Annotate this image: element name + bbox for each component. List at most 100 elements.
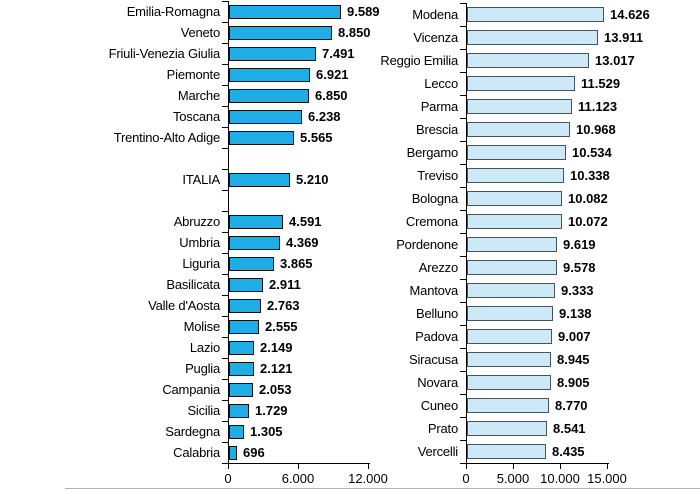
- category-label: Umbria: [179, 235, 220, 250]
- category-axis-tick: [460, 233, 466, 234]
- bar: [229, 257, 274, 271]
- value-label: 8.770: [555, 398, 588, 413]
- value-axis-tick: [513, 463, 514, 469]
- category-label: Bergamo: [406, 145, 459, 160]
- value-label: 8.541: [553, 421, 586, 436]
- category-axis-tick: [222, 211, 228, 212]
- category-label: Trentino-Alto Adige: [113, 130, 220, 145]
- value-label: 10.082: [568, 191, 608, 206]
- category-label: Puglia: [185, 361, 220, 376]
- category-label: Pordenone: [396, 237, 458, 252]
- bar: [467, 122, 570, 137]
- category-axis-tick: [460, 417, 466, 418]
- bar: [229, 173, 290, 187]
- bar: [229, 215, 283, 229]
- value-axis-tick: [298, 463, 299, 469]
- value-label: 7.491: [322, 46, 355, 61]
- value-label: 8.850: [338, 25, 371, 40]
- bar: [467, 306, 553, 321]
- category-label: Friuli-Venezia Giulia: [108, 46, 221, 61]
- bar: [467, 260, 557, 275]
- value-axis-tick-label: 12.000: [348, 471, 388, 486]
- category-label: Arezzo: [418, 260, 458, 275]
- value-label: 5.565: [300, 130, 333, 145]
- value-axis-tick-label: 10.000: [540, 471, 580, 486]
- value-axis-tick-label: 0: [224, 471, 232, 486]
- bar: [229, 47, 316, 61]
- category-axis-tick: [460, 26, 466, 27]
- bar: [229, 89, 309, 103]
- category-axis-tick: [222, 106, 228, 107]
- category-axis-tick: [222, 148, 228, 149]
- category-label: Liguria: [182, 256, 220, 271]
- category-label: Basilicata: [166, 277, 220, 292]
- category-axis-tick: [222, 64, 228, 65]
- category-axis-tick: [222, 442, 228, 443]
- value-label: 2.121: [260, 361, 293, 376]
- value-label: 14.626: [610, 7, 650, 22]
- category-axis-tick: [460, 187, 466, 188]
- value-label: 3.865: [280, 256, 313, 271]
- category-axis-tick: [222, 190, 228, 191]
- category-label: Valle d'Aosta: [148, 298, 220, 313]
- bar: [467, 398, 549, 413]
- category-axis-tick: [460, 371, 466, 372]
- category-axis-tick: [460, 440, 466, 441]
- page-divider: [65, 488, 700, 489]
- bar: [229, 68, 310, 82]
- value-label: 9.333: [561, 283, 594, 298]
- value-axis-tick: [368, 463, 369, 469]
- value-label: 10.338: [570, 168, 610, 183]
- category-axis-tick: [222, 295, 228, 296]
- value-label: 11.123: [578, 99, 618, 114]
- value-label: 11.529: [581, 76, 621, 91]
- category-label: Treviso: [417, 168, 458, 183]
- bar: [467, 53, 589, 68]
- category-axis: [466, 3, 467, 464]
- category-label: Toscana: [172, 109, 220, 124]
- bar: [467, 214, 562, 229]
- category-label: Abruzzo: [173, 214, 220, 229]
- category-axis-tick: [460, 3, 466, 4]
- value-label: 2.763: [267, 298, 300, 313]
- category-axis-tick: [460, 210, 466, 211]
- category-label: Lecco: [424, 76, 458, 91]
- category-axis-tick: [222, 358, 228, 359]
- bar: [467, 99, 572, 114]
- category-axis-tick: [460, 348, 466, 349]
- value-axis: [466, 463, 609, 464]
- value-axis-tick-label: 6.000: [281, 471, 315, 486]
- value-label: 6.921: [316, 67, 349, 82]
- value-label: 13.017: [595, 53, 635, 68]
- value-label: 8.905: [557, 375, 590, 390]
- category-axis-tick: [460, 49, 466, 50]
- category-label: Vercelli: [417, 444, 459, 459]
- category-axis-tick: [222, 127, 228, 128]
- bar: [229, 278, 263, 292]
- value-label: 1.729: [255, 403, 288, 418]
- bar: [467, 191, 562, 206]
- value-label: 2.911: [269, 277, 301, 292]
- value-axis-tick-label: 15.000: [587, 471, 627, 486]
- category-label: Sicilia: [187, 403, 220, 418]
- bar: [229, 236, 280, 250]
- bar: [229, 5, 341, 19]
- category-label: Padova: [415, 329, 458, 344]
- category-label: Prato: [427, 421, 458, 436]
- category-axis-tick: [460, 164, 466, 165]
- value-axis-tick: [607, 463, 608, 469]
- category-label: Mantova: [409, 283, 459, 298]
- bar: [467, 329, 552, 344]
- category-label: Campania: [162, 382, 220, 397]
- bar: [467, 352, 551, 367]
- bar: [229, 404, 249, 418]
- category-label: Vicenza: [413, 30, 458, 45]
- category-axis-tick: [222, 22, 228, 23]
- category-label: Calabria: [173, 445, 220, 460]
- category-axis-tick: [222, 400, 228, 401]
- value-label: 4.369: [286, 235, 319, 250]
- value-label: 2.053: [259, 382, 292, 397]
